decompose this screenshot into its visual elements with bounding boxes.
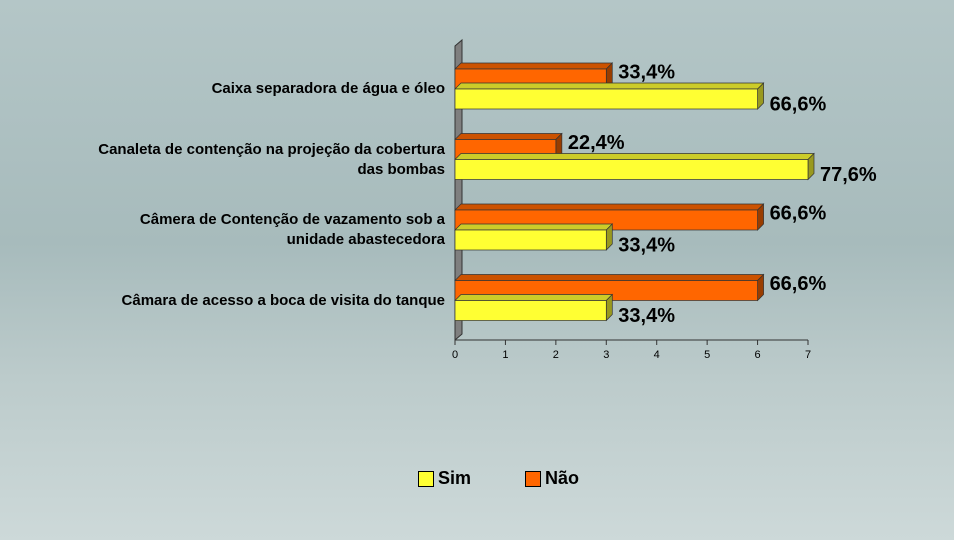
bar-top: [454, 274, 765, 281]
bar-top: [454, 82, 765, 90]
x-tick-label: 0: [452, 349, 458, 361]
bar-top: [454, 294, 614, 301]
legend-swatch: [418, 470, 434, 487]
x-tick-label: 6: [755, 349, 761, 361]
value-label: 33,4%: [618, 234, 675, 256]
bar: [454, 88, 758, 110]
legend-item: Não: [525, 468, 579, 489]
legend-swatch: [525, 470, 541, 487]
x-tick-label: 3: [603, 349, 609, 361]
bar: [454, 300, 607, 321]
bar-top: [454, 203, 765, 211]
category-label: Caixa separadora de água e óleo: [211, 80, 445, 97]
category-label: Câmera de Contenção de vazamento sob a u…: [139, 211, 445, 248]
x-tick-label: 2: [553, 349, 559, 361]
value-label: 33,4%: [618, 305, 675, 327]
bar-top: [454, 133, 563, 140]
value-label: 66,6%: [770, 273, 827, 295]
value-label: 77,6%: [820, 164, 877, 186]
category-label: Câmara de acesso a boca de visita do tan…: [121, 291, 445, 309]
bar-top: [454, 62, 614, 70]
bar: [454, 229, 607, 251]
category-label: Canaleta de contenção na projeção da cob…: [98, 140, 445, 178]
bar: [454, 159, 809, 180]
legend-label: Não: [545, 468, 580, 488]
legend-label: Sim: [438, 468, 472, 488]
x-tick-label: 4: [654, 349, 660, 361]
legend-item: Sim: [418, 468, 471, 489]
value-label: 33,4%: [618, 61, 675, 83]
value-label: 66,6%: [770, 93, 827, 115]
x-tick-label: 5: [704, 349, 710, 361]
value-label: 22,4%: [568, 132, 625, 154]
bar-top: [454, 223, 614, 231]
bar-top: [454, 153, 815, 160]
x-tick-label: 7: [805, 349, 811, 361]
x-tick-label: 1: [502, 349, 508, 361]
value-label: 66,6%: [770, 202, 827, 224]
